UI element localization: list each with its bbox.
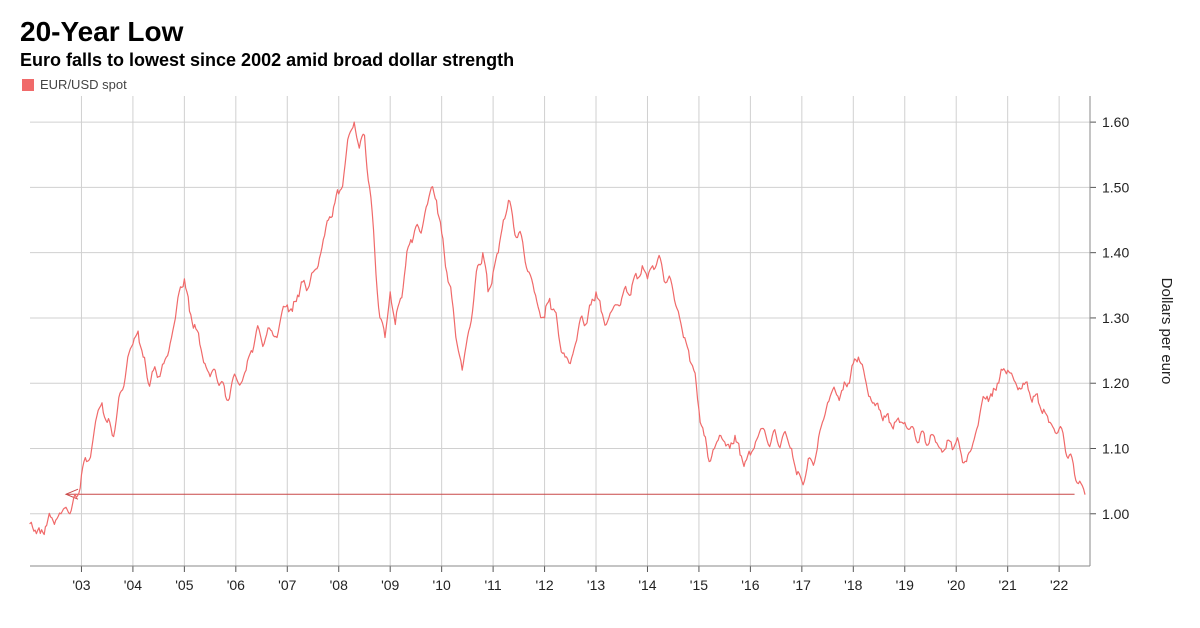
svg-text:'14: '14 [638,577,656,593]
chart-subtitle: Euro falls to lowest since 2002 amid bro… [20,50,1180,71]
svg-text:1.20: 1.20 [1102,375,1129,391]
svg-text:'13: '13 [587,577,605,593]
svg-text:1.60: 1.60 [1102,114,1129,130]
y-axis-title: Dollars per euro [1158,278,1175,385]
chart-container: 20-Year Low Euro falls to lowest since 2… [0,0,1200,628]
svg-text:'09: '09 [381,577,399,593]
svg-text:'07: '07 [278,577,296,593]
svg-text:'19: '19 [896,577,914,593]
svg-text:1.40: 1.40 [1102,245,1129,261]
svg-text:1.50: 1.50 [1102,179,1129,195]
chart-plot-area: 1.00 1.10 1.20 1.30 1.40 1.50 1.60 '03 '04 '05 '06… [20,96,1180,616]
svg-text:'17: '17 [793,577,811,593]
chart-title: 20-Year Low [20,16,1180,48]
chart-svg: 1.00 1.10 1.20 1.30 1.40 1.50 1.60 '03 '04 '05 '06… [20,96,1180,616]
svg-text:'03: '03 [72,577,90,593]
svg-text:'18: '18 [844,577,862,593]
svg-text:'10: '10 [433,577,451,593]
svg-text:'16: '16 [741,577,759,593]
svg-text:'08: '08 [330,577,348,593]
legend-swatch [22,79,34,91]
svg-text:1.00: 1.00 [1102,506,1129,522]
svg-text:'05: '05 [175,577,193,593]
svg-text:1.30: 1.30 [1102,310,1129,326]
svg-text:'20: '20 [947,577,965,593]
svg-text:'04: '04 [124,577,142,593]
svg-text:'22: '22 [1050,577,1068,593]
svg-text:'12: '12 [535,577,553,593]
svg-text:1.10: 1.10 [1102,441,1129,457]
legend-label: EUR/USD spot [40,77,127,92]
svg-text:'15: '15 [690,577,708,593]
legend: EUR/USD spot [22,77,127,92]
svg-text:'11: '11 [484,577,501,593]
svg-text:'06: '06 [227,577,245,593]
svg-text:'21: '21 [999,577,1017,593]
